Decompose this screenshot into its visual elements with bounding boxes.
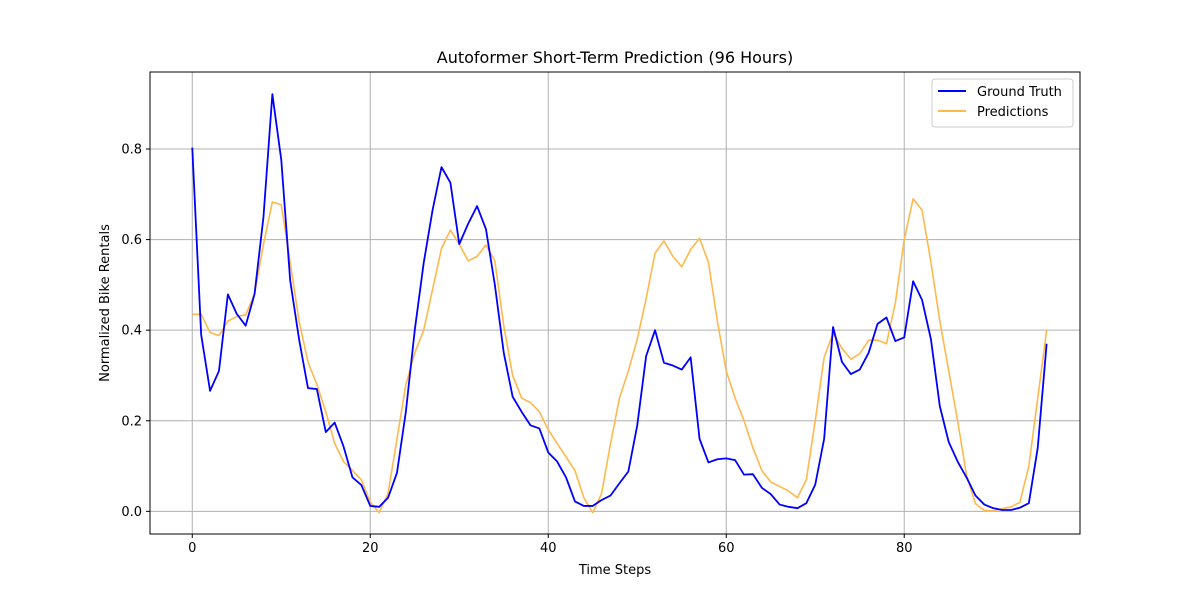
axis-ticks: 0 20 40 60 80 0.0 0.2 0.4 0.6 0.8 (121, 143, 912, 557)
x-axis-label: Time Steps (578, 563, 652, 578)
y-tick-label: 0.4 (121, 324, 142, 339)
y-axis-label: Normalized Bike Rentals (98, 224, 113, 382)
y-tick-label: 0.0 (121, 505, 142, 520)
x-tick-label: 40 (540, 541, 557, 556)
legend-label-ground-truth: Ground Truth (977, 85, 1062, 100)
x-tick-label: 0 (188, 541, 196, 556)
grid (150, 72, 1080, 534)
y-tick-label: 0.6 (121, 233, 142, 248)
x-tick-label: 20 (362, 541, 379, 556)
y-tick-label: 0.2 (121, 414, 142, 429)
legend: Ground Truth Predictions (931, 78, 1074, 128)
x-tick-label: 80 (896, 541, 913, 556)
chart-title: Autoformer Short-Term Prediction (96 Hou… (437, 48, 793, 67)
legend-label-predictions: Predictions (977, 105, 1049, 120)
x-tick-label: 60 (718, 541, 735, 556)
y-tick-label: 0.8 (121, 143, 142, 158)
legend-box (931, 78, 1074, 128)
plot-frame (149, 71, 1081, 535)
series-line-ground-truth (191, 93, 1048, 511)
series-lines (191, 93, 1048, 514)
series-line-predictions (192, 198, 1048, 514)
